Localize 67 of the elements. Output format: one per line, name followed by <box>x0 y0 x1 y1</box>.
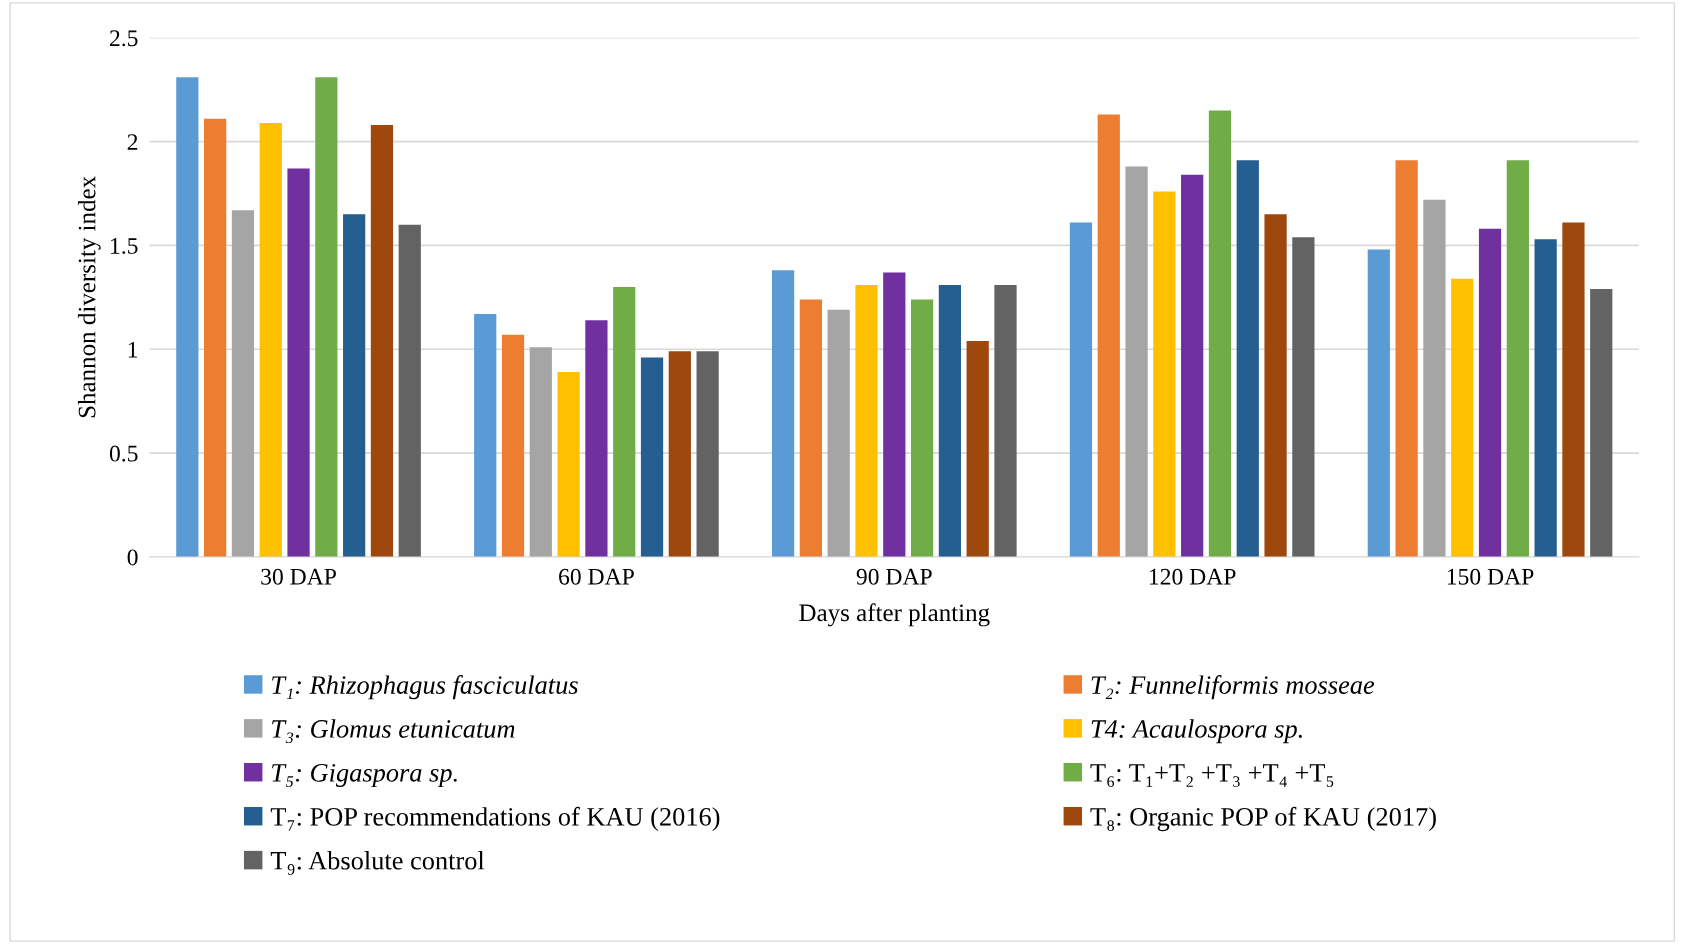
bar <box>1069 222 1093 557</box>
bar <box>259 122 282 557</box>
bar <box>1367 249 1390 557</box>
legend-label: T₃: Glomus etunicatum <box>272 719 515 744</box>
bar <box>1125 166 1148 557</box>
legend-label: T₆: T₁+T₂ +T₃ +T₄ +T₅ <box>1090 764 1334 787</box>
bar <box>883 272 906 557</box>
legend-label: T4: Acaulospora sp. <box>1091 719 1302 744</box>
x-axis-title: Days after planting <box>799 603 990 627</box>
bar <box>315 77 338 557</box>
bar <box>1590 289 1613 557</box>
x-tick-label: 30 DAP <box>261 568 336 585</box>
bar <box>994 284 1017 557</box>
bar <box>827 309 850 557</box>
bar <box>1423 199 1446 557</box>
y-axis-title: Shannon diversity index <box>77 176 101 418</box>
bar <box>1478 228 1502 557</box>
y-tick-label: 1.5 <box>111 238 138 254</box>
x-tick-label: 150 DAP <box>1447 568 1534 585</box>
x-tick-label: 120 DAP <box>1149 568 1236 585</box>
bar <box>966 340 989 557</box>
bar <box>696 351 719 557</box>
bar <box>557 372 580 557</box>
y-tick-label: 0 <box>127 549 138 566</box>
bar <box>1451 278 1474 557</box>
bar <box>1292 237 1315 557</box>
bar <box>613 286 636 557</box>
bar <box>1506 160 1529 557</box>
bar <box>398 224 421 557</box>
legend-label: T₁: Rhizophagus fasciculatus <box>272 675 578 700</box>
bar <box>1534 239 1557 557</box>
bar <box>585 320 608 557</box>
bar <box>1181 174 1204 557</box>
bar <box>204 118 227 557</box>
y-tick-label: 1 <box>128 341 138 358</box>
bar <box>474 313 497 557</box>
bar <box>1562 222 1585 557</box>
bar <box>501 334 525 557</box>
y-tick-label: 2.5 <box>110 30 138 47</box>
bar <box>343 214 366 557</box>
bar <box>1264 214 1287 557</box>
x-tick-label: 90 DAP <box>856 568 932 585</box>
bar <box>231 210 255 557</box>
bar <box>1395 160 1418 557</box>
legend-label: T₉: Absolute control <box>270 851 485 875</box>
bar <box>370 124 394 557</box>
legend-label: T₅: Gigaspora sp. <box>272 763 457 788</box>
bar <box>910 299 934 557</box>
legend-label: T₈: Organic POP of KAU (2017) <box>1090 806 1436 832</box>
bar <box>1208 110 1232 557</box>
bar <box>668 351 691 557</box>
bar <box>529 347 552 557</box>
bar <box>938 284 962 557</box>
bar <box>1236 160 1259 557</box>
x-tick-label: 60 DAP <box>559 568 634 585</box>
bar <box>176 77 199 557</box>
bar <box>855 284 878 557</box>
bar <box>1153 191 1176 557</box>
bar <box>771 270 795 557</box>
bar <box>799 299 823 557</box>
bar <box>287 168 310 557</box>
y-tick-label: 2 <box>127 134 138 150</box>
legend-label: T₇: POP recommendations of KAU (2016) <box>270 806 720 832</box>
bar <box>640 357 664 557</box>
bar <box>1097 114 1120 557</box>
y-tick-label: 0.5 <box>109 445 138 462</box>
legend-label: T₂: Funneliformis mosseae <box>1091 675 1375 700</box>
